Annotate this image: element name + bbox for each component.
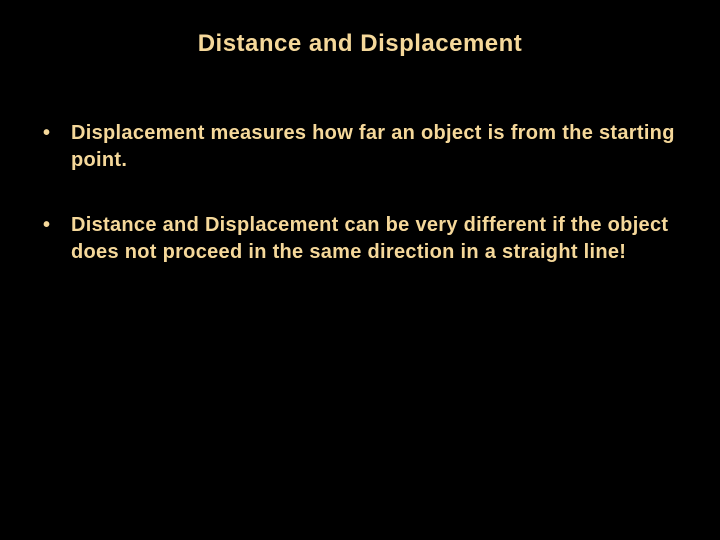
slide-container: Distance and Displacement Displacement m…	[0, 0, 720, 540]
bullet-item: Distance and Displacement can be very di…	[43, 212, 695, 266]
bullet-item: Displacement measures how far an object …	[43, 120, 695, 174]
slide-title: Distance and Displacement	[25, 30, 695, 58]
bullet-list: Displacement measures how far an object …	[25, 120, 695, 266]
